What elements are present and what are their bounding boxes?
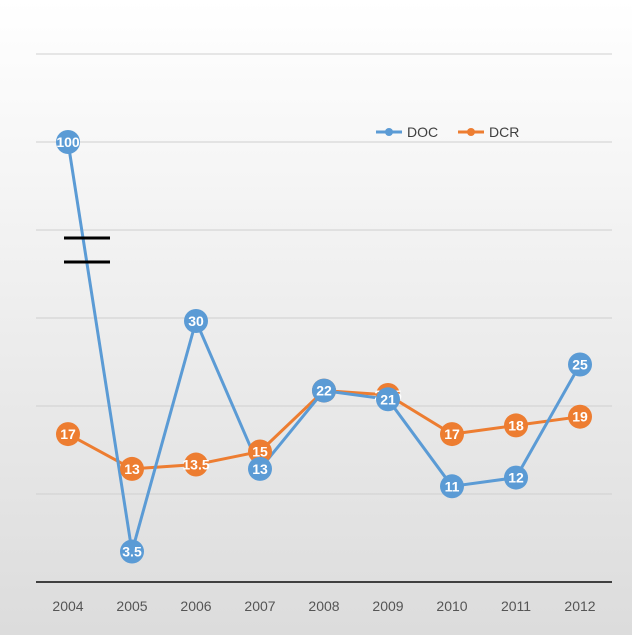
data-point-doc: 22 xyxy=(312,378,336,403)
data-label: 21 xyxy=(380,391,396,407)
x-tick-label: 2010 xyxy=(436,598,467,614)
data-point-doc: 25 xyxy=(568,352,592,377)
legend-swatch-marker xyxy=(467,128,475,136)
legend-label: DOC xyxy=(407,124,438,140)
data-marker xyxy=(248,456,272,481)
legend-swatch-marker xyxy=(385,128,393,136)
data-label: 12 xyxy=(508,470,524,486)
data-point-dcr: 15 xyxy=(248,439,272,464)
data-point-doc: 13 xyxy=(248,456,272,481)
gridlines xyxy=(36,53,612,495)
data-marker xyxy=(120,539,144,564)
data-point-dcr: 13.5 xyxy=(182,452,210,477)
data-label: 3.5 xyxy=(122,544,142,560)
data-marker xyxy=(312,378,336,403)
axis-break-marker xyxy=(64,236,110,264)
data-label: 11 xyxy=(445,478,460,494)
data-marker xyxy=(376,387,400,412)
x-tick-label: 2006 xyxy=(180,598,211,614)
data-marker xyxy=(440,474,464,499)
legend-item-dcr: DCR xyxy=(458,124,519,140)
x-tick-label: 2009 xyxy=(372,598,403,614)
data-point-doc: 11 xyxy=(440,474,464,499)
data-point-dcr: 13 xyxy=(120,456,144,481)
data-marker xyxy=(440,422,464,447)
data-point-dcr: 17 xyxy=(56,422,80,447)
data-marker xyxy=(568,352,592,377)
data-label: 13 xyxy=(124,461,140,477)
data-label: 25 xyxy=(572,357,588,373)
data-points: 171313.5152221.51718191003.5301322211112… xyxy=(56,130,592,564)
data-point-dcr: 19 xyxy=(568,404,592,429)
data-label: 17 xyxy=(60,426,76,442)
data-label: 30 xyxy=(188,313,204,329)
data-marker xyxy=(504,465,528,490)
x-tick-label: 2011 xyxy=(501,598,531,614)
x-tick-label: 2012 xyxy=(564,598,595,614)
x-axis: 2004 2005 2006 2007 2008 2009 2010 2011 2012 xyxy=(36,581,612,614)
data-marker xyxy=(184,452,208,477)
data-point-dcr: 18 xyxy=(504,413,528,438)
data-point-doc: 100 xyxy=(56,130,80,154)
legend-item-doc: DOC xyxy=(376,124,438,140)
data-label: 22 xyxy=(316,383,332,399)
data-marker xyxy=(120,456,144,481)
legend: DOC DCR xyxy=(376,124,519,140)
data-marker xyxy=(56,422,80,447)
data-label: 19 xyxy=(572,409,588,425)
data-label: 18 xyxy=(508,417,524,433)
legend-label: DCR xyxy=(489,124,519,140)
data-point-doc: 12 xyxy=(504,465,528,490)
data-marker xyxy=(56,130,80,154)
x-tick-label: 2004 xyxy=(52,598,83,614)
data-point-doc: 3.5 xyxy=(120,539,144,564)
data-marker xyxy=(248,439,272,464)
data-point-dcr: 17 xyxy=(440,422,464,447)
x-tick-label: 2007 xyxy=(244,598,275,614)
data-label: 15 xyxy=(252,444,268,460)
data-label: 13.5 xyxy=(182,457,209,473)
data-label: 13 xyxy=(252,461,268,477)
data-point-doc: 21 xyxy=(376,387,400,412)
x-tick-label: 2008 xyxy=(308,598,339,614)
data-label: 100 xyxy=(56,134,80,150)
data-marker xyxy=(504,413,528,438)
x-tick-label: 2005 xyxy=(116,598,147,614)
data-point-doc: 30 xyxy=(184,309,208,333)
data-marker xyxy=(184,309,208,333)
data-marker xyxy=(568,404,592,429)
data-label: 17 xyxy=(444,426,460,442)
